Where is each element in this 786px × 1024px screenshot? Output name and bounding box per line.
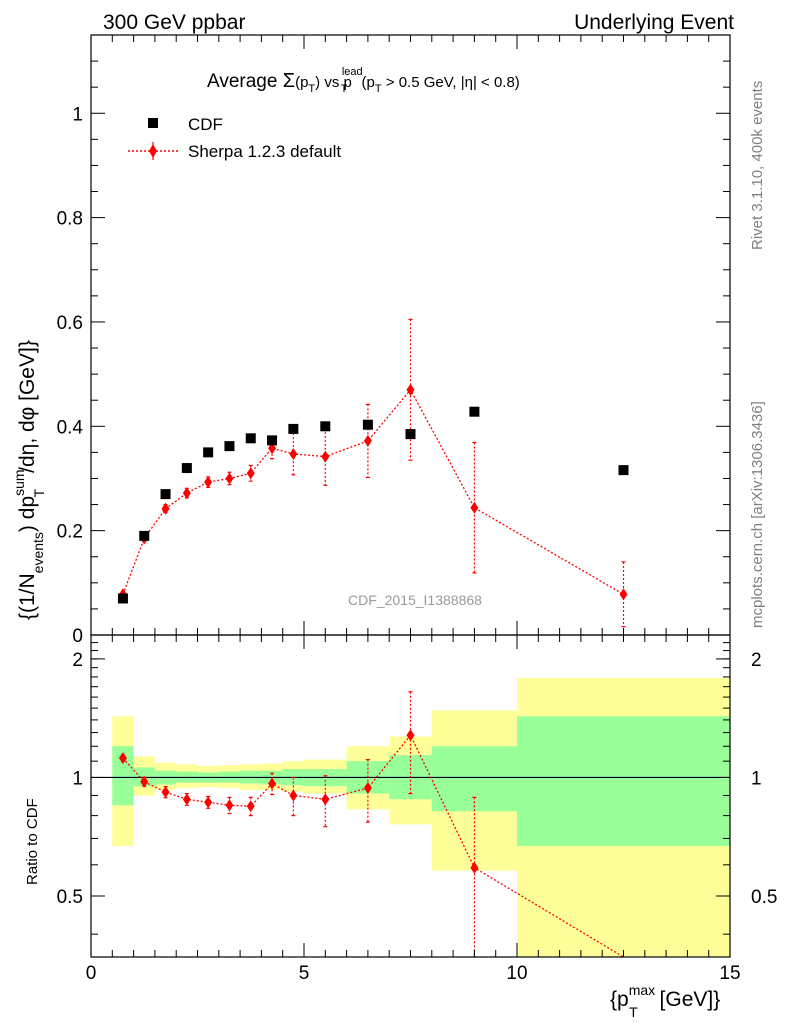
cdf-point-6 [245,433,256,444]
sherpa-main-point-11 [406,383,415,396]
sherpa-ratio-point-9 [321,793,330,806]
ratio-y-tick-label-left: 0.5 [57,887,83,908]
sherpa-ratio-point-10 [363,782,372,795]
x-tick-label: 0 [86,963,97,984]
cdf-point-10 [362,419,373,430]
cdf-point-2 [160,489,171,500]
legend: CDF Sherpa 1.2.3 default [128,115,341,161]
sherpa-main-point-10 [363,434,372,447]
ratio-y-tick-label-left: 2 [72,650,83,671]
band-green-0 [112,746,134,806]
sherpa-ratio-point-12 [470,861,479,874]
main-y-axis-label: {(1/Nevents) dpsum T/dη, dφ [GeV]} [11,340,47,620]
band-green-12 [431,746,517,812]
watermark: CDF_2015_I1388868 [348,592,482,608]
main-y-tick-label: 1 [72,104,83,125]
sherpa-main-line [122,388,624,595]
sherpa-ratio-point-7 [268,777,277,790]
cdf-point-4 [203,447,214,458]
cdf-point-8 [288,423,299,434]
ratio-y-axis-label: Ratio to CDF [24,798,41,885]
sherpa-main-point-12 [470,501,479,514]
cdf-point-12 [469,406,480,417]
x-tick-label: 10 [506,963,527,984]
legend-label-sherpa: Sherpa 1.2.3 default [188,142,341,161]
tick-labels: 0 0.2 0.4 0.6 0.8 1 0.5 0.5 1 1 2 2 0 5 10 15 [57,104,778,984]
legend-marker-sherpa [149,144,157,158]
main-y-tick-label: 0.2 [57,522,83,543]
main-y-tick-label: 0 [72,626,83,647]
legend-marker-cdf [148,118,158,128]
sherpa-ratio-point-6 [246,800,255,813]
x-tick-label: 5 [299,963,310,984]
axis-ticks [90,34,731,957]
sherpa-main-point-13 [619,588,628,601]
sherpa-main-point-8 [289,447,298,460]
sherpa-main-point-6 [246,467,255,480]
main-y-tick-label: 0.4 [57,417,84,438]
sherpa-ratio-point-5 [225,799,234,812]
ratio-uncertainty-bands [91,677,730,957]
sherpa-ratio-line [122,734,624,957]
ratio-y-tick-label-right: 0.5 [751,887,777,908]
cdf-point-3 [181,463,192,474]
cdf-point-11 [405,429,416,440]
cdf-point-13 [618,465,629,476]
data-markers [117,318,629,958]
sherpa-ratio-point-8 [289,789,298,802]
main-y-tick-label: 0.8 [57,209,83,230]
sherpa-main-point-4 [204,476,213,489]
sherpa-ratio-point-11 [406,729,415,742]
series-lines [122,388,624,957]
x-tick-label: 15 [719,963,740,984]
rivet-label: Rivet 3.1.10, 400k events [749,81,766,250]
ratio-y-tick-label-right: 1 [751,768,762,789]
header-left: 300 GeV ppbar [103,11,245,34]
header-right: Underlying Event [574,11,734,34]
cdf-point-7 [267,435,278,446]
main-y-tick-label: 0.6 [57,313,83,334]
band-green-13 [517,716,730,846]
sherpa-ratio-point-3 [182,793,191,806]
cdf-point-9 [320,421,331,432]
sherpa-main-point-9 [321,450,330,463]
sherpa-main-point-2 [161,502,170,515]
sherpa-main-point-5 [225,472,234,485]
legend-label-cdf: CDF [188,115,223,134]
cdf-point-1 [139,530,150,541]
x-axis-label: {pmax T [GeV]} [610,982,720,1020]
mcplots-label: mcplots.cern.ch [arXiv:1306.3436] [749,401,766,628]
cdf-point-0 [117,593,128,604]
plot-title: Average Σ(pT) vs plead T (pT > 0.5 GeV, |… [207,66,520,95]
sherpa-ratio-point-2 [161,786,170,799]
ratio-y-tick-label-left: 1 [72,768,83,789]
main-plot-frame [90,34,731,636]
cdf-point-5 [224,441,235,452]
sherpa-ratio-point-1 [140,775,149,788]
sherpa-ratio-point-4 [204,796,213,809]
sherpa-main-point-3 [182,487,191,500]
ratio-y-tick-label-right: 2 [751,650,762,671]
sherpa-ratio-point-0 [118,752,127,765]
